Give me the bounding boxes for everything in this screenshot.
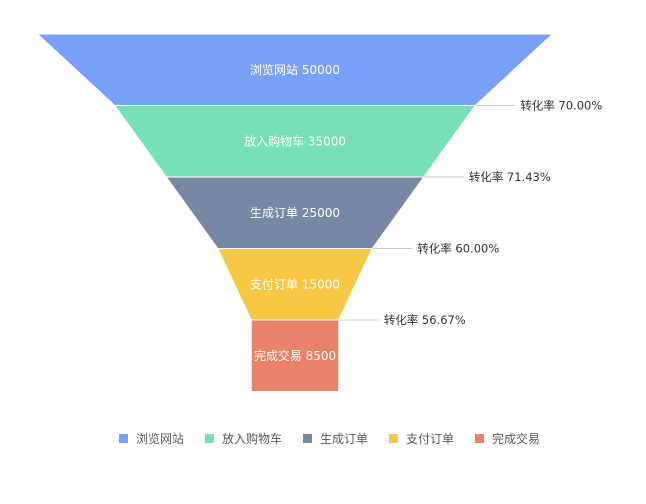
legend-swatch [119,434,128,443]
funnel-segment-label: 浏览网站 50000 [250,62,340,77]
legend-swatch [389,434,398,443]
funnel-segment-label: 放入购物车 35000 [244,133,346,148]
legend-label: 浏览网站 [136,431,184,446]
legend-swatch [475,434,484,443]
funnel-segment-label: 完成交易 8500 [254,348,336,363]
legend-swatch [205,434,214,443]
funnel-segment-label: 生成订单 25000 [250,206,340,220]
legend-label: 完成交易 [492,431,540,446]
funnel-segment [250,319,340,392]
conversion-label: 转化率 70.00% [520,99,602,113]
conversion-label: 转化率 60.00% [417,242,499,256]
funnel-segment-label: 支付订单 15000 [250,277,340,291]
legend-label: 放入购物车 [222,431,282,446]
legend-swatch [303,434,312,443]
conversion-label: 转化率 71.43% [469,170,551,184]
conversion-label: 转化率 56.67% [384,313,466,327]
legend-label: 生成订单 [320,432,368,446]
legend-label: 支付订单 [406,432,454,446]
